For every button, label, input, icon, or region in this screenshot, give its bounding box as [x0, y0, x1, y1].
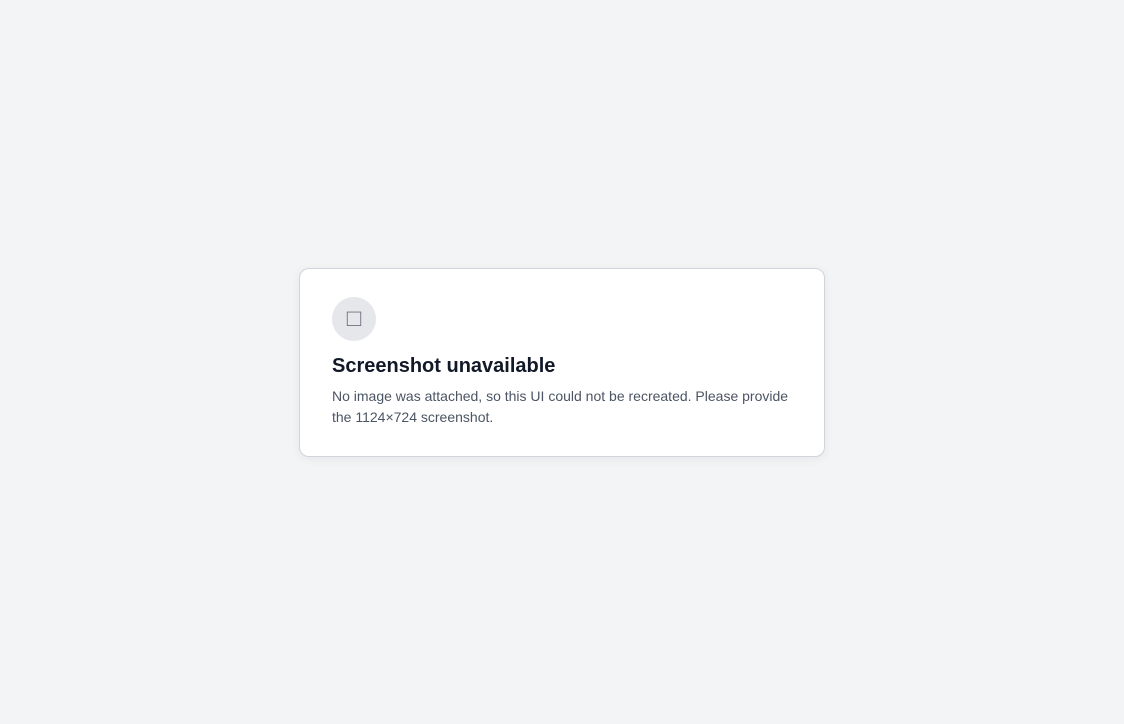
placeholder-message: No image was attached, so this UI could … — [332, 387, 789, 425]
placeholder-title: Screenshot unavailable — [332, 354, 556, 377]
image-missing-icon: □ — [332, 296, 376, 341]
placeholder-card: □ Screenshot unavailable No image was at… — [299, 267, 825, 457]
